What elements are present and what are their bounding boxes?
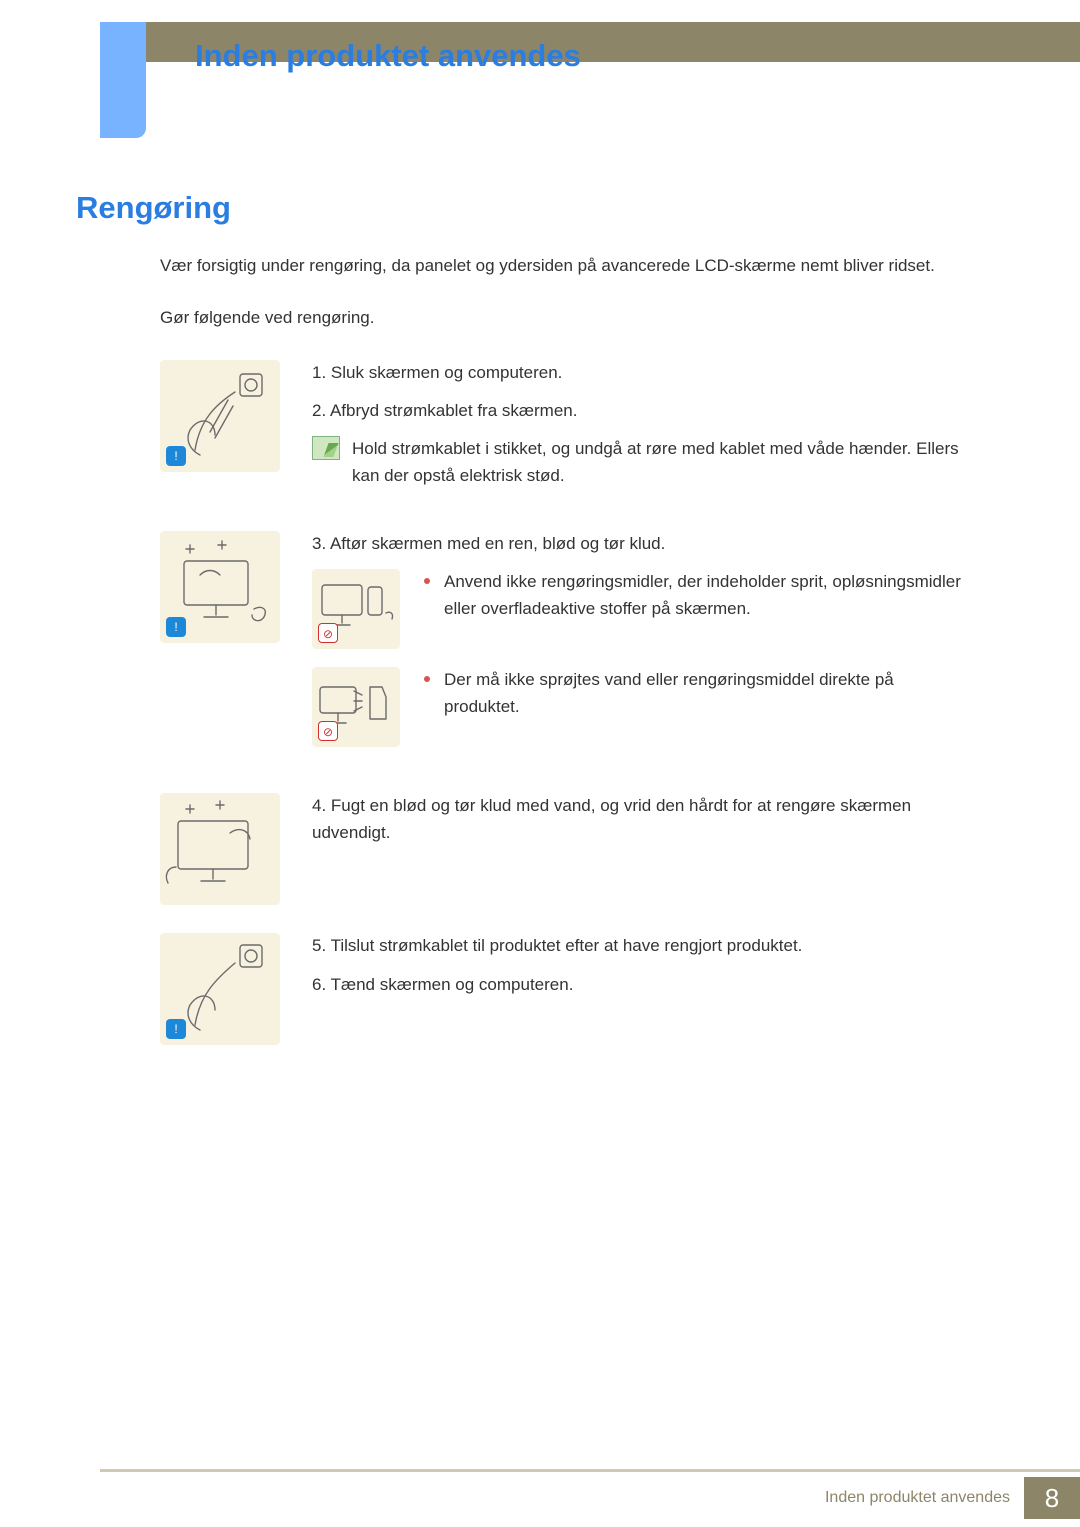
prohibit-badge-icon: ⊘ bbox=[318, 623, 338, 643]
chapter-tab bbox=[100, 22, 146, 138]
section-title: Rengøring bbox=[76, 190, 231, 226]
step-4-text: 4. Fugt en blød og tør klud med vand, og… bbox=[312, 793, 970, 846]
info-badge-icon: ! bbox=[166, 1019, 186, 1039]
step-block-1: ! 1. Sluk skærmen og computeren. 2. Afbr… bbox=[160, 360, 970, 503]
illustration-damp-cloth-icon bbox=[160, 793, 280, 905]
step-block-3: ! 3. Aftør skærmen med en ren, blød og t… bbox=[160, 531, 970, 765]
footer-chapter-text: Inden produktet anvendes bbox=[825, 1489, 1010, 1507]
sub-row-a: ⊘ Anvend ikke rengøringsmidler, der inde… bbox=[312, 569, 970, 649]
illustration-wipe-icon: ! bbox=[160, 531, 280, 643]
step-3-text: 3. Aftør skærmen med en ren, blød og tør… bbox=[312, 531, 970, 557]
step-2-text: 2. Afbryd strømkablet fra skærmen. bbox=[312, 398, 970, 424]
page-number: 8 bbox=[1024, 1477, 1080, 1519]
illustration-plug-in-icon: ! bbox=[160, 933, 280, 1045]
prohibit-badge-icon: ⊘ bbox=[318, 721, 338, 741]
info-badge-icon: ! bbox=[166, 617, 186, 637]
lead-text: Gør følgende ved rengøring. bbox=[160, 305, 970, 331]
step-1-text: 1. Sluk skærmen og computeren. bbox=[312, 360, 970, 386]
sub-row-b: ⊘ Der må ikke sprøjtes vand eller rengør… bbox=[312, 667, 970, 747]
step-block-5: ! 5. Tilslut strømkablet til produktet e… bbox=[160, 933, 970, 1045]
note-row: Hold strømkablet i stikket, og undgå at … bbox=[312, 436, 970, 489]
bullet-icon bbox=[424, 578, 430, 584]
footer-divider bbox=[100, 1469, 1080, 1472]
sub-a-text: Anvend ikke rengøringsmidler, der indeho… bbox=[444, 569, 970, 622]
step-5-text: 5. Tilslut strømkablet til produktet eft… bbox=[312, 933, 970, 959]
illustration-no-spray-icon: ⊘ bbox=[312, 667, 400, 747]
step-6-text: 6. Tænd skærmen og computeren. bbox=[312, 972, 970, 998]
content-area: Vær forsigtig under rengøring, da panele… bbox=[160, 253, 970, 1073]
chapter-title: Inden produktet anvendes bbox=[195, 38, 581, 74]
intro-text: Vær forsigtig under rengøring, da panele… bbox=[160, 253, 970, 279]
step-block-4: 4. Fugt en blød og tør klud med vand, og… bbox=[160, 793, 970, 905]
note-icon bbox=[312, 436, 340, 460]
illustration-no-chemicals-icon: ⊘ bbox=[312, 569, 400, 649]
note-text: Hold strømkablet i stikket, og undgå at … bbox=[352, 436, 970, 489]
info-badge-icon: ! bbox=[166, 446, 186, 466]
illustration-unplug-icon: ! bbox=[160, 360, 280, 472]
bullet-icon bbox=[424, 676, 430, 682]
sub-b-text: Der må ikke sprøjtes vand eller rengørin… bbox=[444, 667, 970, 720]
